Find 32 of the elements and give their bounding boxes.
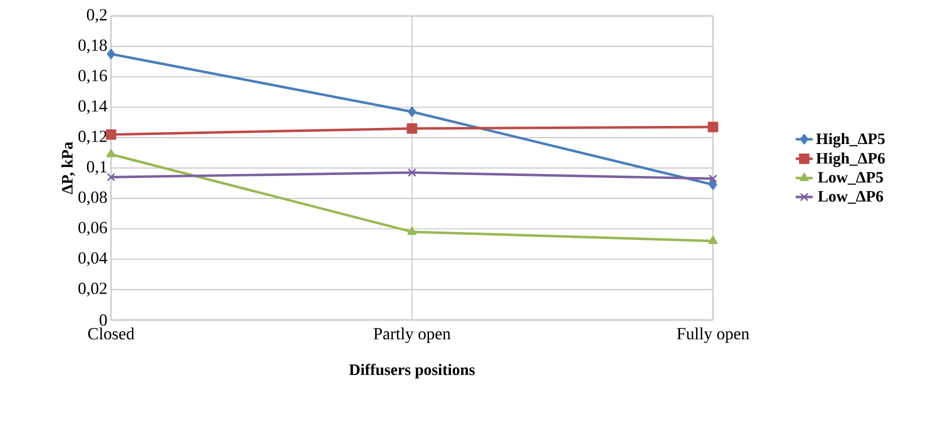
y-tick-label: 0,14 — [78, 100, 108, 114]
y-tick-label: 0,1 — [86, 161, 106, 175]
point — [708, 174, 718, 183]
x-tick-label: Closed — [88, 328, 134, 340]
y-tick-label: 0,06 — [78, 222, 107, 236]
x-axis-title: Diffusers positions — [349, 364, 475, 378]
y-axis-title: ΔP, kPa — [61, 142, 75, 194]
point — [106, 48, 116, 60]
legend-label: Low_ΔP6 — [818, 191, 884, 204]
y-tick-label: 0 — [100, 314, 107, 326]
point — [407, 226, 417, 235]
x-tick-label: Partly open — [374, 328, 451, 343]
point — [406, 123, 418, 134]
y-tick-label: 0,02 — [78, 282, 107, 297]
y-tick-label: 0,04 — [78, 252, 108, 266]
point — [408, 168, 416, 177]
point — [708, 236, 718, 244]
y-tick-label: 0,18 — [78, 39, 107, 54]
legend-label: High_ΔP6 — [816, 152, 885, 168]
y-tick-label: 0,12 — [78, 130, 107, 145]
legend-label: Low_ΔP5 — [818, 172, 883, 185]
point — [106, 129, 116, 140]
point — [708, 179, 718, 190]
y-tick-label: 0,08 — [78, 191, 107, 206]
point — [106, 172, 116, 182]
y-tick-label: 0,2 — [86, 9, 107, 23]
point — [708, 122, 718, 132]
point — [106, 149, 116, 158]
x-tick-label: Fully open — [677, 328, 750, 343]
point — [408, 106, 416, 117]
legend-label: High_ΔP5 — [816, 132, 885, 148]
y-tick-label: 0,16 — [78, 70, 107, 84]
